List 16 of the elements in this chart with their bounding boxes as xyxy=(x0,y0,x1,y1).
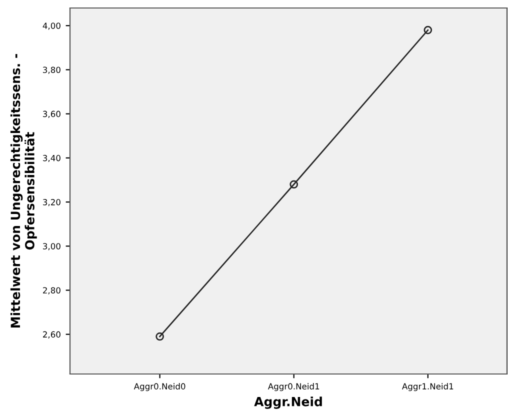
y-tick-label: 2,60 xyxy=(43,331,60,338)
x-axis-title: Aggr.Neid xyxy=(254,396,322,409)
y-tick-label: 2,80 xyxy=(43,287,60,294)
y-tick-label: 4,00 xyxy=(42,22,60,30)
y-axis-title: Mittelwert von Ungerechtigkeitssens. - Opfersensibilität xyxy=(10,54,37,328)
point xyxy=(156,332,164,341)
y-tick-label: 3,20 xyxy=(43,199,60,206)
x-tick-label: Aggr1.Neid1 xyxy=(402,383,454,392)
y-tick-label: 3,00 xyxy=(43,243,60,250)
point xyxy=(290,180,298,189)
x-tick-label: Aggr0.Neid1 xyxy=(268,383,320,392)
y-tick-label: 3,40 xyxy=(43,154,60,162)
x-tick-label: Aggr0.Neid0 xyxy=(134,383,186,392)
y-tick-label: 3,80 xyxy=(43,66,60,74)
point xyxy=(424,26,432,34)
y-tick-label: 3,60 xyxy=(43,110,60,118)
